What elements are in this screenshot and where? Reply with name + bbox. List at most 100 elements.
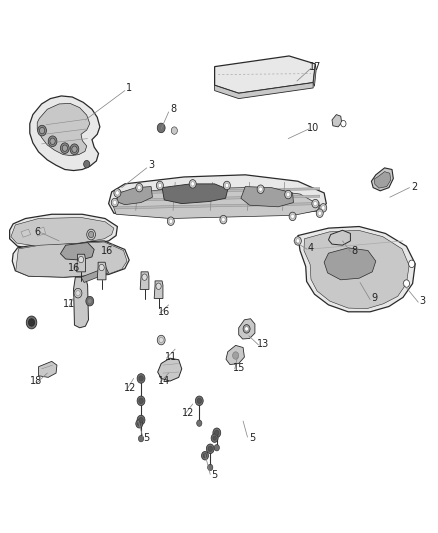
Circle shape [223,181,230,190]
Circle shape [214,445,219,451]
Circle shape [294,237,301,245]
Polygon shape [21,229,31,237]
Circle shape [114,189,121,197]
Polygon shape [109,175,326,217]
Text: 11: 11 [165,352,177,362]
Circle shape [341,120,346,127]
Circle shape [314,201,317,206]
Polygon shape [324,248,376,280]
Polygon shape [115,195,320,201]
Circle shape [321,206,325,210]
Circle shape [158,183,162,188]
Text: 18: 18 [30,376,42,386]
Polygon shape [304,230,409,309]
Text: 8: 8 [170,104,176,114]
Circle shape [291,214,294,219]
Text: 13: 13 [257,339,269,349]
Circle shape [139,417,143,423]
Text: 16: 16 [101,246,113,255]
Polygon shape [16,242,127,277]
Circle shape [39,127,45,134]
Circle shape [88,298,92,304]
Text: 5: 5 [212,471,218,480]
Circle shape [137,415,145,425]
Circle shape [171,127,177,134]
Circle shape [78,256,84,263]
Circle shape [201,451,208,460]
Text: 12: 12 [182,408,194,418]
Polygon shape [77,254,85,272]
Circle shape [84,160,90,168]
Circle shape [99,264,104,271]
Circle shape [318,211,321,215]
Circle shape [138,422,141,426]
Circle shape [259,187,262,191]
Circle shape [208,446,212,451]
Circle shape [72,146,77,152]
Circle shape [233,352,239,359]
Polygon shape [313,64,316,86]
Text: 11: 11 [63,299,75,309]
Circle shape [243,325,250,333]
Text: 8: 8 [352,246,358,255]
Polygon shape [30,96,100,171]
Circle shape [203,454,207,458]
Polygon shape [298,227,415,312]
Polygon shape [97,262,106,280]
Circle shape [197,420,202,426]
Polygon shape [371,168,393,191]
Circle shape [70,144,79,155]
Text: 6: 6 [34,227,40,237]
Text: 1: 1 [126,83,132,93]
Circle shape [289,212,296,221]
Polygon shape [332,115,342,127]
Text: 5: 5 [249,433,255,443]
Circle shape [208,464,213,471]
Polygon shape [158,358,182,381]
Polygon shape [113,188,320,219]
Polygon shape [215,83,313,99]
Circle shape [50,138,55,144]
Polygon shape [328,230,350,245]
Circle shape [403,280,410,287]
Circle shape [409,260,415,268]
Circle shape [48,136,57,147]
Circle shape [87,229,95,240]
Circle shape [220,215,227,224]
Circle shape [167,217,174,225]
Text: 3: 3 [420,296,426,306]
Circle shape [159,337,163,343]
Polygon shape [374,172,391,188]
Polygon shape [11,217,114,246]
Circle shape [222,217,225,222]
Circle shape [285,190,292,199]
Polygon shape [39,361,57,377]
Circle shape [26,316,37,329]
Text: 5: 5 [144,433,150,443]
Polygon shape [226,345,244,365]
Circle shape [316,209,323,217]
Polygon shape [60,243,94,260]
Circle shape [197,398,201,403]
Polygon shape [154,281,163,298]
Text: 3: 3 [148,160,154,170]
Circle shape [157,123,165,133]
Circle shape [113,200,117,205]
Circle shape [28,319,35,326]
Circle shape [257,185,264,193]
Circle shape [138,416,144,423]
Circle shape [88,231,94,238]
Circle shape [74,288,82,298]
Polygon shape [10,214,117,249]
Circle shape [60,143,69,154]
Polygon shape [215,56,315,93]
Polygon shape [115,203,320,209]
Circle shape [139,376,143,381]
Text: 2: 2 [411,182,417,191]
Circle shape [139,398,143,403]
Circle shape [211,434,218,442]
Circle shape [213,428,221,438]
Circle shape [213,436,216,440]
Circle shape [136,183,143,192]
Circle shape [156,283,161,289]
